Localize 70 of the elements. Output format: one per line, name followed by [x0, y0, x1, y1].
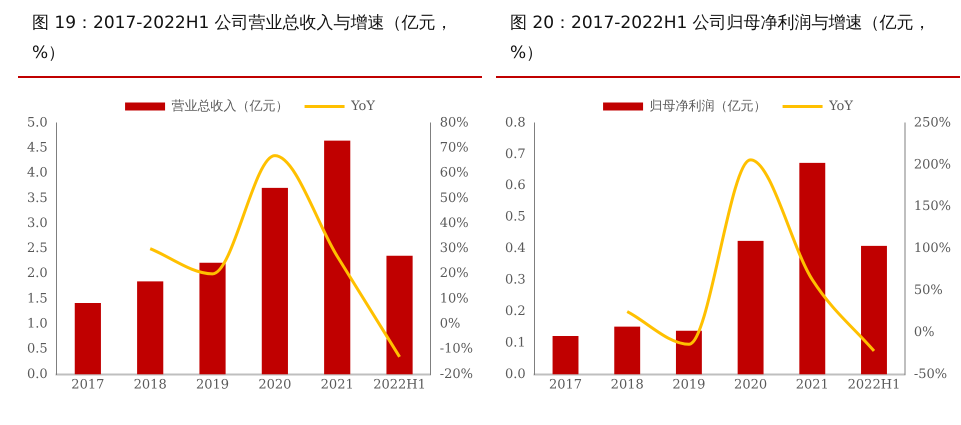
x-tick-label: 2021 — [320, 378, 354, 393]
y2-tick-label: 250% — [914, 115, 952, 130]
bar — [386, 256, 413, 374]
legend-label: YoY — [350, 98, 376, 114]
bar — [324, 140, 350, 374]
y-tick-label: 2.0 — [26, 266, 48, 282]
x-tick-label: 2021 — [796, 378, 829, 393]
legend-label: YoY — [828, 98, 854, 114]
y2-tick-label: 150% — [914, 199, 952, 214]
y2-tick-label: 50% — [914, 282, 943, 298]
y-tick-label: 1.5 — [26, 291, 48, 306]
y2-tick-label: 0% — [440, 316, 460, 332]
y2-tick-label: 200% — [914, 157, 952, 172]
x-tick-label: 2019 — [672, 378, 706, 393]
chart-title: 图 20：2017-2022H1 公司归母净利润与增速（亿元，%） — [496, 0, 960, 78]
y2-tick-label: -20% — [440, 366, 474, 382]
y2-tick-label: 50% — [440, 190, 469, 206]
y2-tick-label: 60% — [440, 166, 469, 181]
y-tick-label: 0.5 — [26, 342, 48, 357]
y2-tick-label: 0% — [914, 324, 934, 340]
line-series — [148, 154, 402, 358]
y-tick-label: 2.5 — [26, 241, 48, 256]
y2-tick-label: -10% — [440, 342, 474, 357]
x-tick-label: 2018 — [610, 378, 644, 393]
y-tick-label: 0.7 — [504, 146, 526, 162]
y-tick-label: 5.0 — [26, 115, 48, 130]
bar — [861, 246, 887, 374]
y-tick-label: 0.0 — [26, 366, 48, 382]
bar — [262, 188, 288, 374]
y2-tick-label: 10% — [440, 291, 469, 306]
y-tick-label: 0.1 — [504, 335, 526, 350]
bar — [738, 240, 764, 374]
x-tick-label: 2022H1 — [373, 378, 426, 393]
bar — [137, 281, 164, 374]
y-tick-label: 0.2 — [504, 304, 526, 319]
y2-tick-label: 100% — [914, 241, 952, 256]
bar — [74, 303, 101, 374]
y-tick-label: 0.4 — [504, 241, 526, 256]
bar — [799, 162, 826, 374]
x-tick-label: 2020 — [258, 378, 292, 393]
y2-tick-label: 40% — [440, 216, 469, 231]
y2-tick-label: -50% — [914, 366, 948, 382]
x-tick-label: 2019 — [196, 378, 230, 393]
x-tick-label: 2022H1 — [848, 378, 900, 393]
y-tick-label: 0.5 — [504, 210, 526, 225]
y-tick-label: 3.5 — [26, 190, 48, 206]
y-tick-label: 0.6 — [504, 178, 526, 194]
x-tick-label: 2020 — [734, 378, 768, 393]
y-tick-label: 0.8 — [504, 115, 526, 130]
y-tick-label: 0.0 — [504, 366, 526, 382]
bar — [676, 330, 702, 374]
y-tick-label: 4.0 — [26, 166, 48, 181]
x-tick-label: 2017 — [71, 378, 104, 393]
y-tick-label: 1.0 — [26, 316, 48, 332]
chart-title: 图 19：2017-2022H1 公司营业总收入与增速（亿元，%） — [18, 0, 482, 78]
x-tick-label: 2018 — [134, 378, 167, 393]
bar — [552, 336, 578, 374]
y-tick-label: 3.0 — [26, 216, 48, 231]
x-tick-label: 2017 — [548, 378, 582, 393]
legend-label: 归母净利润（亿元） — [650, 98, 767, 114]
bar — [614, 326, 640, 374]
y2-tick-label: 80% — [440, 115, 469, 130]
y2-tick-label: 20% — [440, 266, 469, 282]
y-tick-label: 4.5 — [26, 140, 48, 156]
bar — [199, 262, 226, 374]
y-tick-label: 0.3 — [504, 272, 526, 288]
legend-label: 营业总收入（亿元） — [172, 98, 289, 114]
line-series — [626, 158, 876, 352]
y2-tick-label: 30% — [440, 241, 469, 256]
y2-tick-label: 70% — [440, 140, 469, 156]
